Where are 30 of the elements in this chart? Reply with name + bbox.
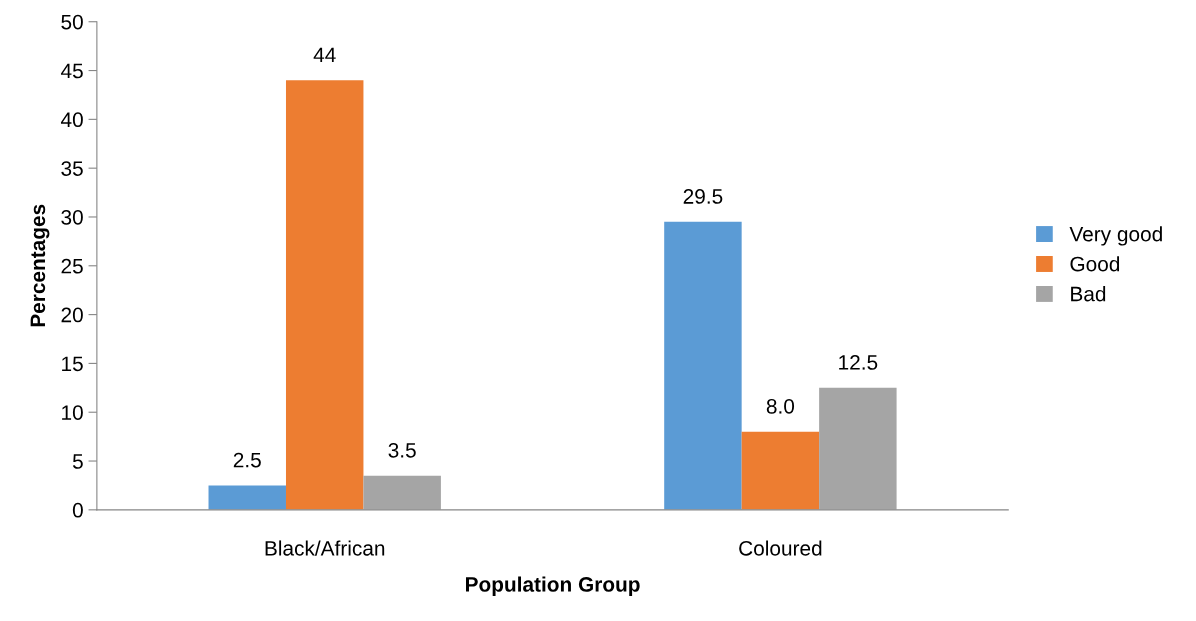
y-tick-label: 45 [60,63,83,79]
data-label: 12.5 [839,355,878,370]
y-tick-label: 10 [62,405,83,420]
legend-label: Very good [1069,226,1162,246]
y-tick-label: 25 [61,258,83,274]
x-tick-label: Coloured [739,540,822,556]
y-tick-label: 35 [61,161,83,176]
bar [664,221,742,510]
y-tick-label: 0 [72,502,83,518]
y-tick-label: 20 [61,307,83,323]
y-tick-label: 5 [72,454,83,469]
data-label: 3.5 [388,442,416,458]
y-axis-title: Percentages [30,204,50,327]
y-tick-label: 15 [62,356,83,372]
y-tick-label: 40 [60,112,83,128]
x-tick-label: Black/African [265,540,385,556]
bar [363,475,441,510]
y-tick-label: 30 [61,209,83,225]
data-label: 8.0 [766,398,795,414]
data-label: 2.5 [233,452,261,468]
bar [285,80,364,510]
legend-label: Bad [1071,286,1106,302]
bar [208,485,286,510]
bar [819,387,897,510]
bar [741,431,820,510]
y-tick-label: 50 [61,14,83,30]
data-label: 29.5 [683,189,723,204]
legend-label: Good [1070,256,1120,272]
x-axis-title: Population Group [466,576,640,596]
data-label: 44 [313,47,336,63]
